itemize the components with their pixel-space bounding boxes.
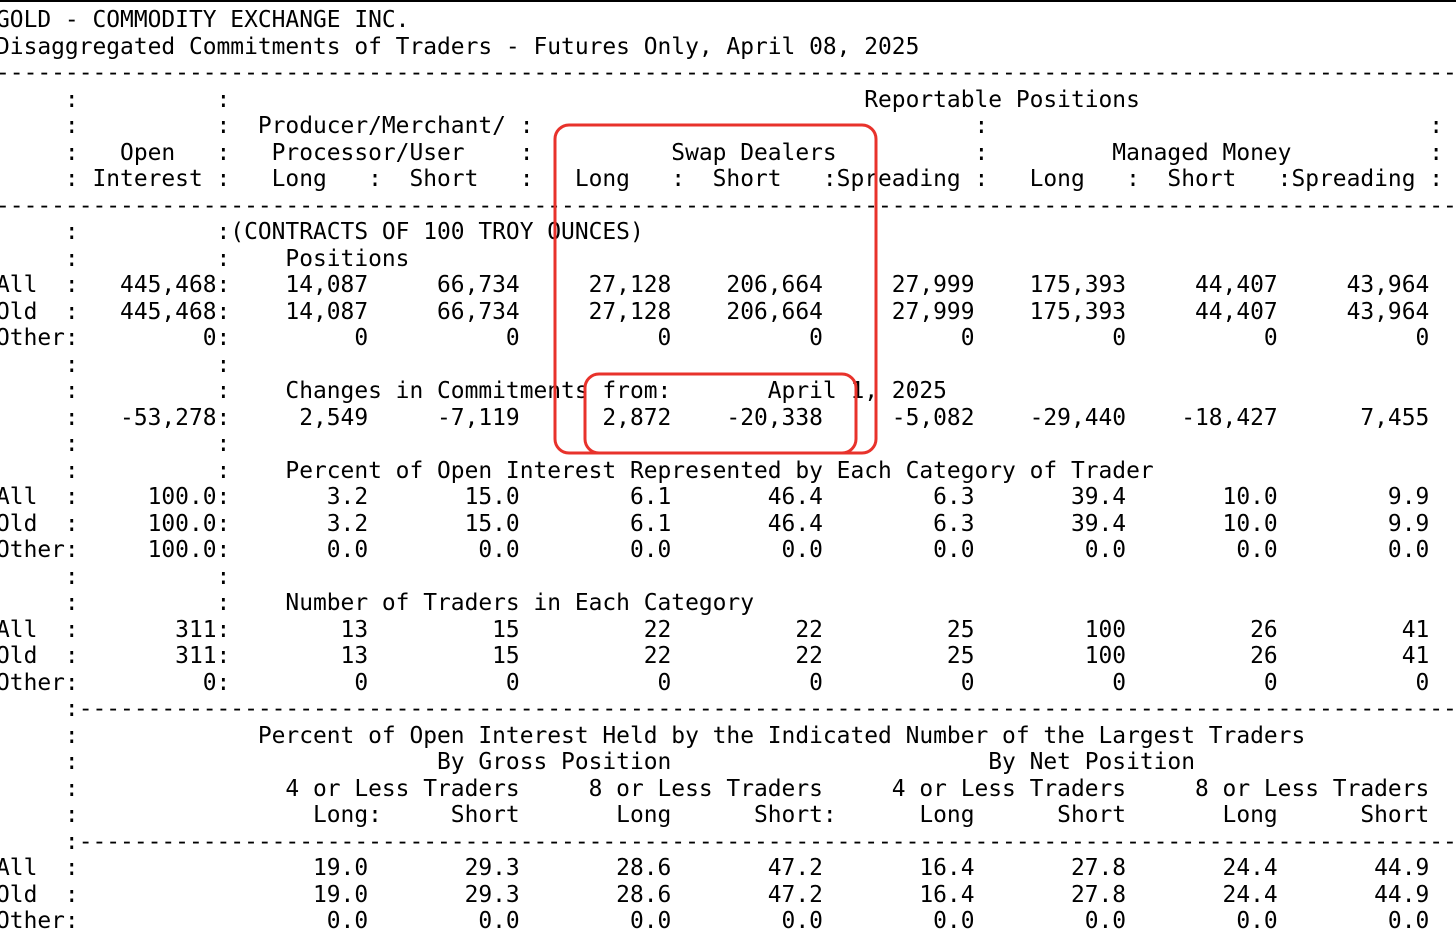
- highlight-box: [553, 123, 878, 455]
- report-line: GOLD - COMMODITY EXCHANGE INC.: [0, 7, 410, 33]
- report-line: Old : 311: 13 15 22 22 25 100 26 41: [0, 643, 1430, 669]
- report-line: : 4 or Less Traders 8 or Less Traders 4 …: [0, 775, 1430, 802]
- report-line: : :: [0, 563, 231, 590]
- report-line: Other: 0.0 0.0 0.0 0.0 0.0 0.0 0.0 0.0: [0, 908, 1430, 934]
- report-line: : Interest : Long : Short : Long : Short…: [0, 166, 1444, 192]
- report-line: : :(CONTRACTS OF 100 TROY OUNCES): [0, 219, 644, 245]
- report-line: ----------------------------------------…: [0, 192, 1456, 219]
- report-line: Old : 445,468: 14,087 66,734 27,128 206,…: [0, 298, 1430, 325]
- report-line: : Percent of Open Interest Held by the I…: [0, 722, 1306, 749]
- highlight-box: [583, 372, 858, 455]
- report-line: : : Number of Traders in Each Category: [0, 590, 754, 616]
- report-line: Old : 19.0 29.3 28.6 47.2 16.4 27.8 24.4…: [0, 881, 1430, 908]
- report-line: ----------------------------------------…: [0, 60, 1456, 86]
- report-line: :---------------------------------------…: [0, 696, 1456, 722]
- report-line: Other: 100.0: 0.0 0.0 0.0 0.0 0.0 0.0 0.…: [0, 537, 1430, 563]
- report-line: : Open : Processor/User : Swap Dealers :…: [0, 139, 1444, 166]
- report-line: Other: 0: 0 0 0 0 0 0 0 0: [0, 325, 1430, 351]
- report-line: All : 445,468: 14,087 66,734 27,128 206,…: [0, 272, 1430, 298]
- report-line: : By Gross Position By Net Position: [0, 749, 1195, 775]
- report-line: All : 100.0: 3.2 15.0 6.1 46.4 6.3 39.4 …: [0, 484, 1430, 510]
- report-line: : Long: Short Long Short: Long Short Lon…: [0, 802, 1430, 828]
- report-line: Disaggregated Commitments of Traders - F…: [0, 33, 920, 60]
- report-line: : : Reportable Positions: [0, 86, 1140, 113]
- report-line: : : Changes in Commitments from: April 1…: [0, 378, 947, 404]
- report-line: Other: 0: 0 0 0 0 0 0 0 0: [0, 669, 1430, 696]
- report-line: : : Percent of Open Interest Represented…: [0, 457, 1154, 484]
- report-line: All : 19.0 29.3 28.6 47.2 16.4 27.8 24.4…: [0, 855, 1430, 881]
- report-line: :---------------------------------------…: [0, 828, 1456, 855]
- report-line: : : Positions: [0, 245, 410, 272]
- report-line: Old : 100.0: 3.2 15.0 6.1 46.4 6.3 39.4 …: [0, 510, 1430, 537]
- report-line: : : Producer/Merchant/ : : :: [0, 113, 1444, 139]
- report-line: : :: [0, 431, 231, 457]
- report-line: All : 311: 13 15 22 22 25 100 26 41: [0, 616, 1430, 643]
- report-line: : -53,278: 2,549 -7,119 2,872 -20,338 -5…: [0, 404, 1430, 431]
- report-line: : :: [0, 351, 231, 378]
